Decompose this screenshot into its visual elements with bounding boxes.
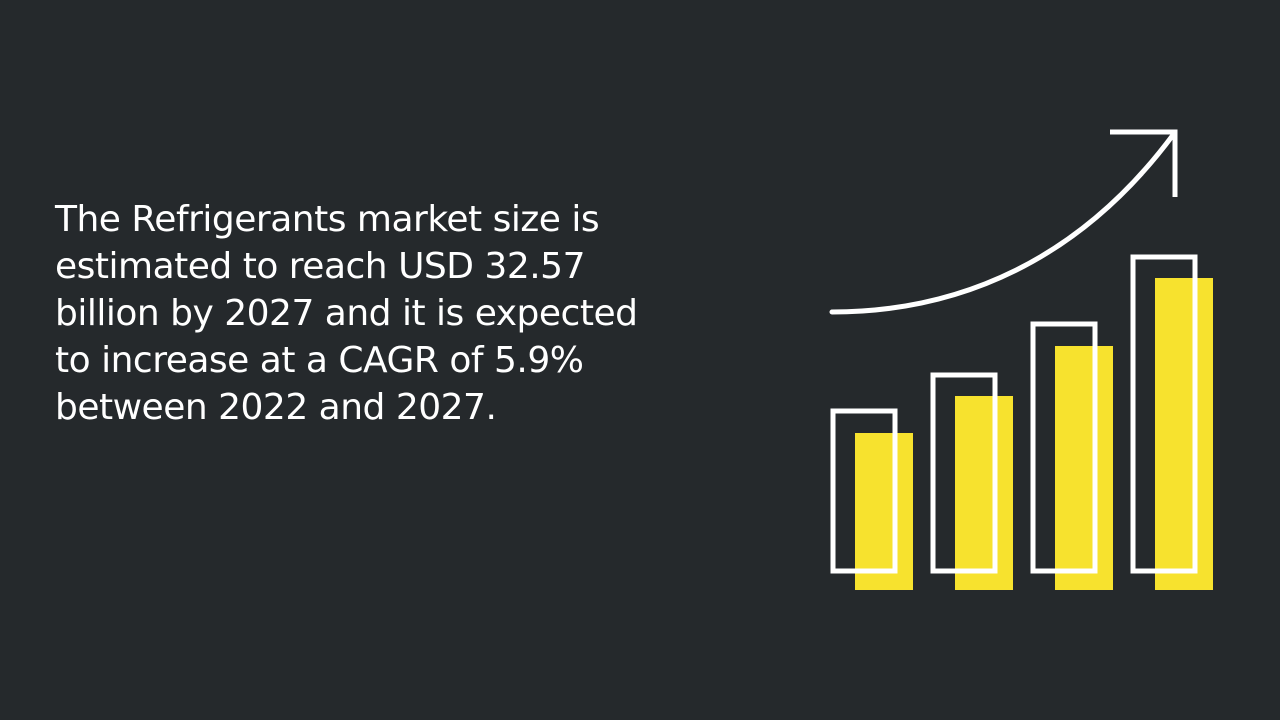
text-line: between 2022 and 2027. (55, 387, 497, 428)
outline-bar (830, 408, 898, 574)
yellow-bar (955, 396, 1013, 590)
text-line: The Refrigerants market size is (55, 199, 600, 240)
text-line: estimated to reach USD 32.57 (55, 246, 586, 287)
text-line: to increase at a CAGR of 5.9% (55, 340, 584, 381)
text-line: billion by 2027 and it is expected (55, 293, 638, 334)
yellow-bar (1155, 278, 1213, 590)
outline-bar (1030, 321, 1098, 574)
arrow-head (1110, 129, 1178, 197)
statement: The Refrigerants market size is estimate… (55, 196, 638, 431)
yellow-bar (855, 433, 913, 590)
outline-bar (930, 372, 998, 574)
outline-bars (830, 254, 1198, 574)
trend-arrow (829, 129, 1178, 315)
outline-bar (1130, 254, 1198, 574)
arrow-curve (829, 132, 1176, 315)
yellow-bar (1055, 346, 1113, 590)
yellow-bars (855, 278, 1213, 590)
